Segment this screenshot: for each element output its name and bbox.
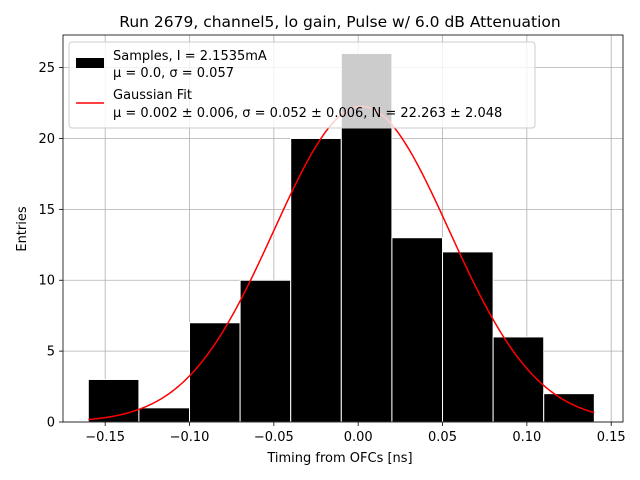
y-tick-label: 15 (38, 203, 55, 218)
legend-fit-stats: μ = 0.002 ± 0.006, σ = 0.052 ± 0.006, N … (113, 106, 502, 121)
x-tick-label: 0.10 (512, 430, 541, 445)
x-tick-label: −0.05 (254, 430, 294, 445)
histogram-bar (239, 279, 292, 423)
chart-title: Run 2679, channel5, lo gain, Pulse w/ 6.… (119, 13, 560, 31)
histogram-bar (391, 237, 444, 423)
legend-samples-label: Samples, I = 2.1535mA (113, 49, 267, 64)
legend-fit-label: Gaussian Fit (113, 88, 192, 103)
legend: Samples, I = 2.1535mA μ = 0.0, σ = 0.057… (68, 41, 536, 129)
x-axis-ticks: −0.15 −0.10 −0.05 0.00 0.05 0.10 0.15 (85, 422, 626, 445)
legend-samples-swatch (76, 58, 104, 68)
y-axis-ticks: 0 5 10 15 20 25 (38, 61, 63, 431)
x-tick-label: 0.05 (428, 430, 457, 445)
x-tick-label: −0.10 (170, 430, 210, 445)
y-tick-label: 10 (38, 274, 55, 289)
histogram-bar (543, 393, 595, 423)
x-tick-label: 0.00 (344, 430, 373, 445)
x-tick-label: 0.15 (597, 430, 626, 445)
y-tick-label: 5 (47, 345, 55, 360)
x-tick-label: −0.15 (85, 430, 125, 445)
histogram-bar (492, 336, 545, 423)
legend-samples-stats: μ = 0.0, σ = 0.057 (113, 66, 234, 81)
histogram-bar (290, 137, 342, 423)
y-tick-label: 25 (38, 61, 55, 76)
histogram-bar (442, 251, 494, 423)
y-axis-label: Entries (15, 206, 30, 252)
plot-frame (62, 34, 624, 423)
y-tick-label: 0 (47, 416, 55, 431)
y-tick-label: 20 (38, 132, 55, 147)
legend-box (68, 41, 536, 129)
x-axis-label: Timing from OFCs [ns] (266, 451, 412, 466)
histogram-bar (138, 407, 191, 423)
histogram-bar (189, 322, 241, 423)
histogram-bars (87, 52, 595, 423)
